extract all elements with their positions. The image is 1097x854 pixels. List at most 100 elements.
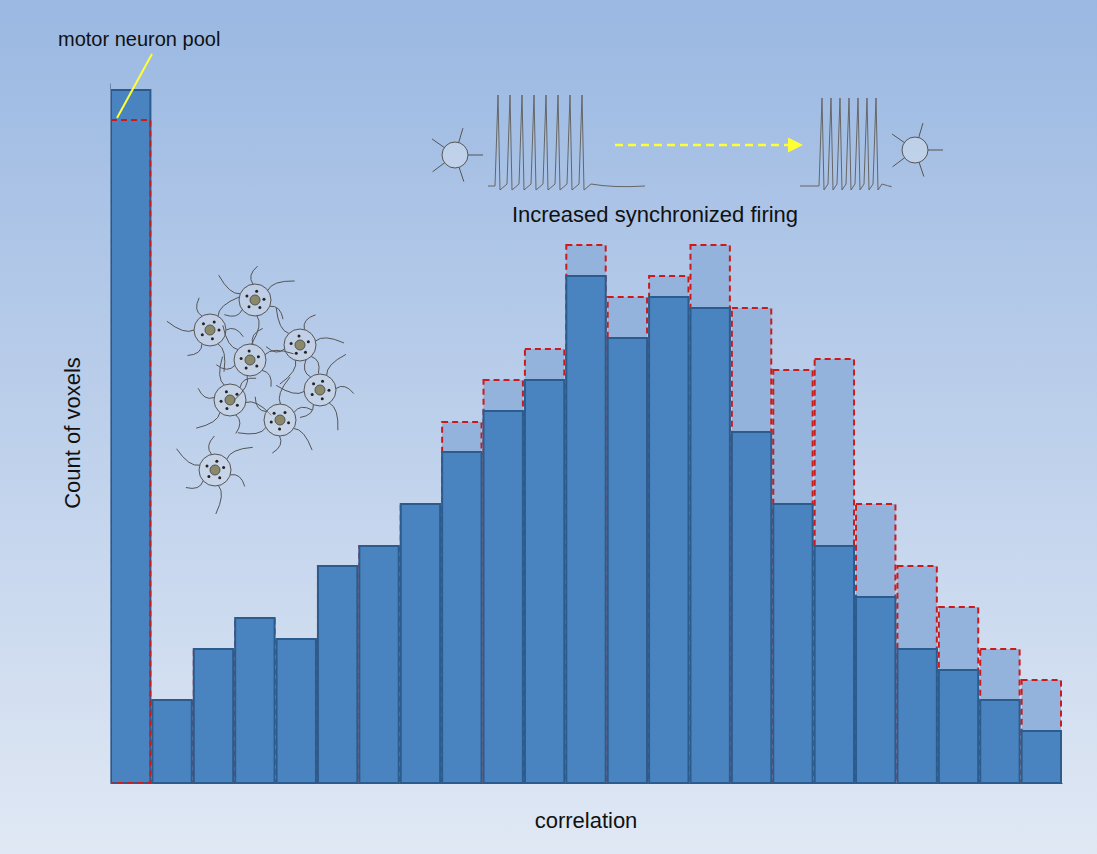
neuron-dot	[255, 364, 258, 367]
annotation: Increased synchronized firing	[512, 202, 798, 227]
neuron-dot	[304, 351, 307, 354]
dendrite	[216, 365, 235, 369]
leader-line	[117, 54, 152, 118]
neuron	[167, 297, 243, 372]
bar-after	[318, 566, 357, 783]
neuron-body	[239, 284, 271, 316]
neuron-dot	[257, 355, 260, 358]
annotation: motor neuron pool	[58, 28, 220, 50]
dendrite	[198, 388, 214, 398]
neuron-body	[902, 137, 928, 163]
bar-after	[111, 120, 150, 783]
bar-before	[566, 276, 605, 783]
bar-after	[277, 639, 316, 783]
neuron-nucleus	[225, 395, 235, 405]
neuron-dot	[225, 407, 228, 410]
neuron-dot	[327, 389, 330, 392]
dendrite	[262, 370, 271, 386]
dendrite	[230, 475, 244, 487]
bar-after	[815, 359, 854, 783]
neuron-dot	[312, 382, 315, 385]
x-axis-title: correlation	[535, 808, 638, 833]
dendrite	[433, 163, 445, 172]
neuron-dot	[278, 427, 281, 430]
dendrite	[223, 325, 238, 349]
bar-before	[111, 90, 150, 783]
bar-after	[442, 422, 481, 783]
bar-after	[194, 649, 233, 783]
neuron-dot	[205, 464, 208, 467]
x-axis	[111, 783, 1063, 784]
dendrite	[294, 407, 312, 412]
dendrite	[216, 486, 222, 514]
neuron-dot	[201, 333, 204, 336]
bar-before	[856, 597, 895, 783]
bar-after	[608, 297, 647, 783]
bar-before	[525, 380, 564, 783]
neuron	[276, 354, 354, 430]
neuron-dot	[290, 342, 293, 345]
dendrite	[209, 436, 215, 454]
dendrite	[268, 281, 295, 290]
bar-before	[939, 670, 978, 783]
dendrite	[236, 415, 240, 434]
neuron-nucleus	[295, 340, 305, 350]
dendrite	[234, 376, 248, 401]
neuron-dot	[273, 412, 276, 415]
neuron-dot	[211, 337, 214, 340]
bar-after	[897, 566, 936, 783]
bar-before	[484, 411, 523, 783]
bar-before	[815, 546, 854, 783]
neuron-body	[234, 344, 266, 376]
dendrite	[187, 344, 202, 356]
neuron-body	[264, 404, 296, 436]
dendrite	[272, 436, 281, 453]
dendrite	[919, 123, 923, 137]
neuron-dot	[295, 352, 298, 355]
neuron-dot	[245, 295, 248, 298]
neuron-body	[304, 374, 336, 406]
bar-before	[897, 649, 936, 783]
neuron	[216, 325, 293, 400]
neuron-nucleus	[245, 355, 255, 365]
bar-before	[980, 700, 1019, 783]
dendrite	[220, 357, 225, 385]
bar-before	[1022, 731, 1061, 783]
dendrite	[294, 428, 312, 450]
dendrite	[186, 481, 203, 489]
neuron-nucleus	[210, 465, 220, 475]
dendrite	[227, 447, 253, 459]
dendrite	[311, 356, 319, 373]
neuron-dot	[297, 335, 300, 338]
dendrite	[893, 158, 905, 167]
dendrite	[316, 338, 344, 343]
bar-before	[608, 338, 647, 783]
dendrite	[276, 385, 304, 393]
bar-after	[980, 649, 1019, 783]
dendrite	[196, 412, 220, 428]
bar-before	[152, 700, 191, 783]
bar-after	[732, 308, 771, 783]
bar-before	[732, 432, 771, 783]
neuron-dot	[248, 350, 251, 353]
dendrite	[226, 328, 243, 336]
neuron-nucleus	[315, 385, 325, 395]
neuron-dot	[262, 298, 265, 301]
bar-before	[773, 504, 812, 783]
bar-before	[318, 566, 357, 783]
bar-before	[194, 649, 233, 783]
neuron-dot	[283, 411, 286, 414]
neuron	[238, 377, 313, 453]
dendrite	[276, 308, 289, 334]
neuron-dot	[270, 421, 273, 424]
bar-before	[442, 452, 481, 783]
bar-after	[484, 380, 523, 783]
dendrite	[238, 428, 266, 434]
dendrite	[468, 155, 483, 156]
neuron-dot	[311, 393, 314, 396]
neuron-dot	[255, 290, 258, 293]
neuron-dot	[225, 390, 228, 393]
bar-after	[359, 546, 398, 783]
bar-after	[235, 618, 274, 783]
dendrite	[252, 328, 262, 344]
